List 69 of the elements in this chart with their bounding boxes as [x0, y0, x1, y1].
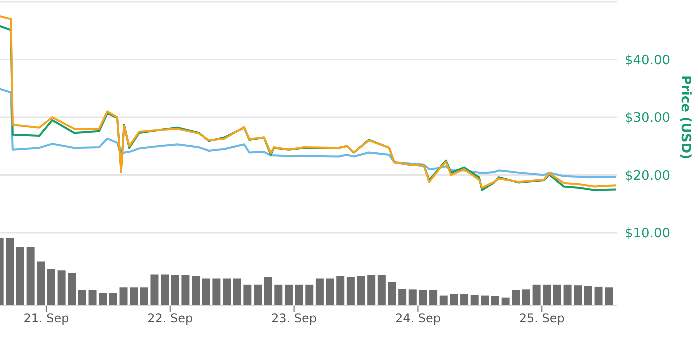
bar	[326, 278, 334, 306]
bar	[522, 290, 530, 306]
x-tick-label: 21. Sep	[24, 312, 70, 326]
bar	[584, 286, 592, 306]
y-tick-label: $30.00	[625, 111, 670, 126]
bar	[419, 290, 428, 306]
bar	[130, 288, 138, 306]
bar	[182, 275, 190, 306]
bar	[16, 248, 24, 306]
bar	[450, 294, 458, 306]
y-tick-label: $40.00	[625, 53, 670, 68]
bar	[26, 248, 35, 306]
bar	[6, 238, 14, 306]
bar	[233, 278, 242, 306]
bar	[99, 293, 108, 306]
bar	[336, 276, 345, 306]
bar	[430, 290, 438, 306]
bar	[316, 278, 324, 306]
bar	[594, 286, 603, 306]
bar	[58, 270, 66, 306]
bar	[140, 288, 148, 306]
bar	[398, 289, 407, 306]
bar	[109, 293, 118, 306]
bar	[346, 277, 355, 306]
bar	[192, 276, 200, 306]
bar	[295, 284, 304, 306]
bar	[574, 286, 582, 306]
x-tick-label: 25. Sep	[519, 312, 565, 326]
bar	[532, 284, 541, 306]
bar	[605, 288, 614, 306]
bar	[388, 282, 396, 306]
bar	[470, 295, 479, 306]
bar	[264, 277, 272, 306]
bar	[368, 275, 376, 306]
bar	[553, 284, 562, 306]
x-tick-label: 24. Sep	[395, 312, 441, 326]
x-tick-label: 23. Sep	[272, 312, 318, 326]
bar	[357, 276, 366, 306]
bar	[440, 296, 448, 306]
bar	[306, 284, 314, 306]
bar	[171, 275, 180, 306]
bar	[37, 262, 46, 306]
bar	[150, 274, 159, 306]
bar	[543, 284, 552, 306]
y-tick-label: $10.00	[625, 226, 670, 242]
bar	[47, 269, 56, 306]
bar	[481, 296, 490, 306]
bar	[212, 278, 221, 306]
bar	[244, 284, 252, 306]
bar	[564, 284, 572, 306]
bar	[161, 274, 170, 306]
bar	[378, 275, 386, 306]
bar	[120, 288, 128, 306]
bar	[512, 290, 520, 306]
bar	[284, 284, 293, 306]
bar	[408, 290, 417, 306]
bar	[223, 278, 232, 306]
bar	[274, 284, 283, 306]
bar	[78, 290, 86, 306]
bar	[492, 296, 500, 306]
y-axis-title: Price (USD)	[678, 75, 693, 160]
bar	[502, 298, 510, 306]
x-tick-label: 22. Sep	[148, 312, 194, 326]
bar	[460, 294, 469, 306]
y-tick-label: $20.00	[625, 168, 670, 184]
bar	[88, 290, 97, 306]
bar	[68, 273, 76, 306]
bar	[202, 278, 210, 306]
bar	[254, 284, 262, 306]
